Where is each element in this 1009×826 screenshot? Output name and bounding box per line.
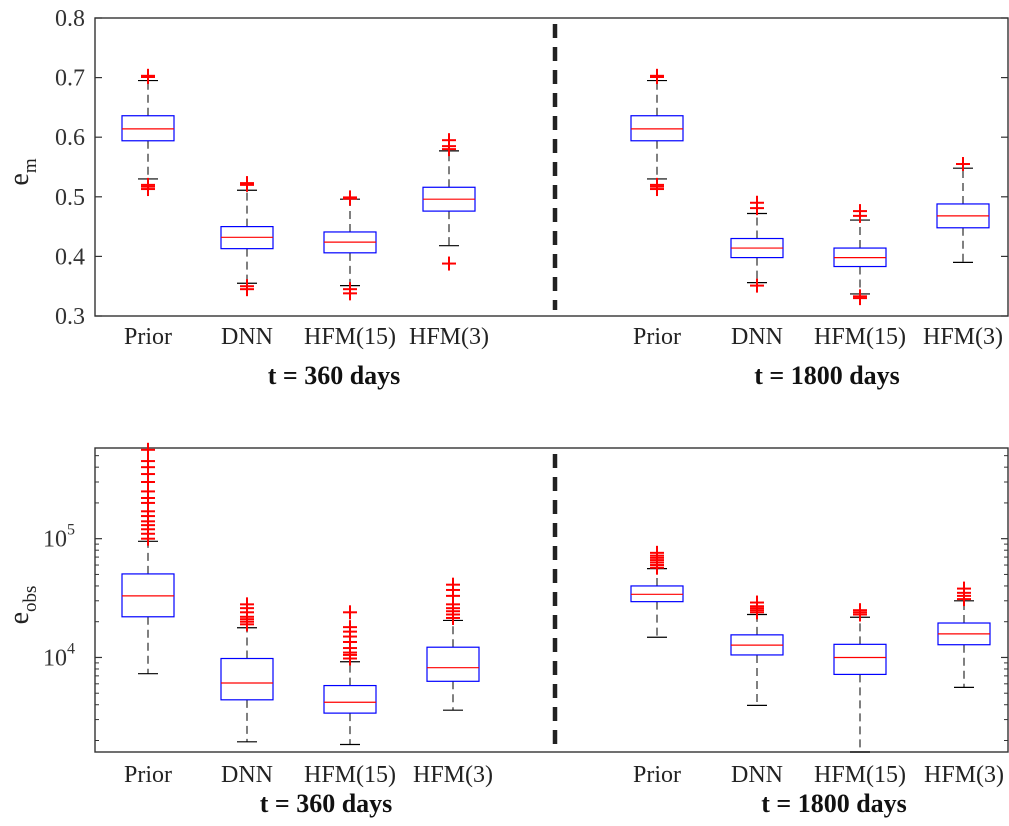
outlier-marker <box>240 279 254 294</box>
outlier-marker <box>240 176 254 191</box>
y-tick-label: 0.3 <box>55 304 85 330</box>
category-label: HFM(15) <box>304 324 396 350</box>
y-axis-label: eobs <box>4 586 41 625</box>
outlier-marker <box>957 581 971 596</box>
outlier-marker <box>853 289 867 304</box>
category-label: HFM(15) <box>814 324 906 350</box>
box-hfm-3- <box>422 133 476 271</box>
outlier-marker <box>442 133 456 148</box>
outlier-marker <box>750 595 764 610</box>
box-dnn <box>220 597 274 743</box>
outlier-marker <box>141 177 155 192</box>
category-label: Prior <box>124 762 172 788</box>
outlier-marker <box>650 545 664 560</box>
outlier-marker <box>750 278 764 293</box>
iqr-box <box>426 646 480 682</box>
y-tick-label: 105 <box>43 522 75 553</box>
box-dnn <box>730 595 784 706</box>
category-label: HFM(3) <box>923 324 1003 350</box>
box-group-1: Prior DNN HFM(15) HFM(3) t = 360 days <box>121 68 489 390</box>
outlier-marker <box>650 177 664 192</box>
category-label: DNN <box>731 324 783 350</box>
plot-frame <box>94 447 1009 753</box>
y-tick-label: 104 <box>43 640 75 671</box>
category-label: DNN <box>221 324 273 350</box>
outlier-marker <box>343 605 357 620</box>
box-hfm-3- <box>936 157 990 263</box>
box-prior <box>630 68 684 197</box>
box-hfm-15- <box>323 605 377 746</box>
y-axis-label: em <box>4 158 41 185</box>
category-label: HFM(15) <box>814 762 906 788</box>
group-caption: t = 360 days <box>268 361 401 390</box>
group-caption: t = 1800 days <box>754 361 900 390</box>
outlier-marker <box>750 195 764 210</box>
y-tick-label: 0.7 <box>55 66 85 92</box>
category-label: HFM(3) <box>409 324 489 350</box>
outlier-marker <box>650 68 664 83</box>
y-tick-label: 0.5 <box>55 185 85 211</box>
y-tick-label: 0.6 <box>55 125 85 151</box>
panel-2: 104 105 eobs Prior DNN HFM(15) HFM(3) t = 360 d… <box>4 442 1009 818</box>
outlier-marker <box>240 597 254 612</box>
category-label: HFM(3) <box>924 762 1004 788</box>
panel-1: 0.3 0.4 0.5 0.6 0.7 0.8 em Prior DNN HFM(15) HFM(3… <box>4 6 1009 390</box>
box-dnn <box>730 195 784 293</box>
iqr-box <box>833 643 887 676</box>
outlier-marker <box>343 190 357 205</box>
iqr-box <box>323 684 377 714</box>
y-tick-label: 0.4 <box>55 244 85 270</box>
box-group-1: Prior DNN HFM(15) HFM(3) t = 360 days <box>121 442 493 818</box>
category-label: HFM(3) <box>413 762 493 788</box>
outlier-marker <box>141 68 155 83</box>
outlier-marker <box>853 204 867 219</box>
box-hfm-15- <box>833 603 887 753</box>
outlier-marker <box>956 157 970 172</box>
box-hfm-15- <box>323 190 377 301</box>
outlier-marker <box>343 282 357 297</box>
box-prior <box>121 68 175 197</box>
group-caption: t = 360 days <box>260 789 393 818</box>
box-hfm-3- <box>937 581 991 688</box>
iqr-box <box>220 657 274 701</box>
outlier-marker <box>446 577 460 592</box>
group-caption: t = 1800 days <box>761 789 907 818</box>
category-label: DNN <box>731 762 783 788</box>
outlier-marker <box>442 256 456 271</box>
category-label: DNN <box>221 762 273 788</box>
box-group-2: Prior DNN HFM(15) HFM(3) t = 1800 days <box>630 545 1004 818</box>
plot-frame <box>94 17 1009 317</box>
category-label: HFM(15) <box>304 762 396 788</box>
box-prior <box>630 545 684 638</box>
box-group-2: Prior DNN HFM(15) HFM(3) t = 1800 days <box>630 68 1003 390</box>
box-hfm-15- <box>833 204 887 306</box>
outlier-marker <box>343 620 357 635</box>
category-label: Prior <box>633 324 681 350</box>
box-dnn <box>220 176 274 297</box>
box-hfm-3- <box>426 577 480 711</box>
category-label: Prior <box>633 762 681 788</box>
outlier-marker <box>853 603 867 618</box>
box-prior <box>121 442 175 675</box>
outlier-marker <box>141 442 155 457</box>
category-label: Prior <box>124 324 172 350</box>
y-tick-label: 0.8 <box>55 6 85 32</box>
